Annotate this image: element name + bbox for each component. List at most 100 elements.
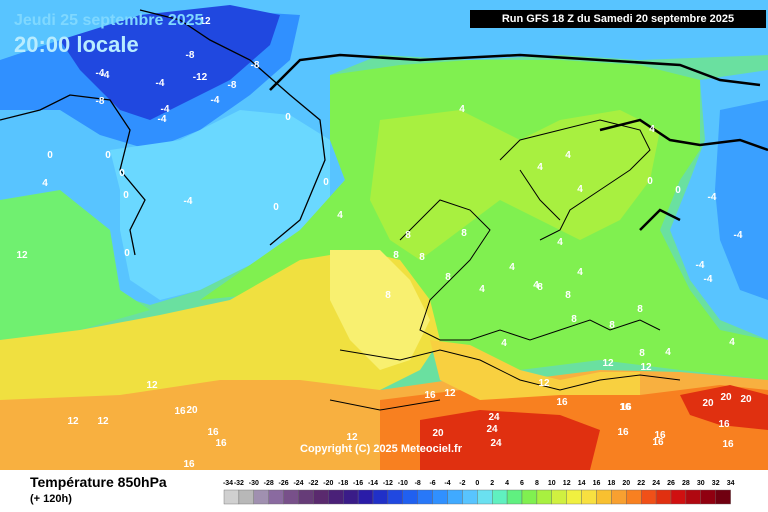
contour-label: 16 <box>617 427 629 438</box>
zone-cyan-atlantic <box>110 110 330 300</box>
contour-label: 0 <box>123 190 129 201</box>
legend-tick-label: 32 <box>712 480 720 487</box>
legend-swatch <box>313 489 329 505</box>
contour-label: -12 <box>193 72 208 83</box>
legend-swatch <box>655 489 672 505</box>
legend-tick-label: -12 <box>383 480 393 487</box>
contour-label: 16 <box>718 419 730 430</box>
legend-swatch <box>462 489 478 505</box>
contour-label: -8 <box>228 80 237 91</box>
temperature-map: 12 -8 -4 -8 -12 -4 -8 -4 -8 -4 -4 -4 0 0 0 4 0 0 -4 0 0 4 0 4 4 4… <box>0 0 768 470</box>
legend-swatch <box>372 489 389 505</box>
contour-label: 16 <box>424 390 436 401</box>
legend-tick-label: 12 <box>563 480 571 487</box>
contour-label: 0 <box>119 168 125 179</box>
contour-label: 24 <box>490 438 502 449</box>
contour-label: 8 <box>393 250 399 261</box>
legend-tick-label: 2 <box>490 480 494 487</box>
zone-lime-scandinavia <box>370 110 660 260</box>
legend-tick-label: 8 <box>535 480 539 487</box>
contour-label: 12 <box>640 362 652 373</box>
contour-label: 4 <box>665 347 671 358</box>
contour-label: -4 <box>734 230 743 241</box>
legend-tick-label: 26 <box>667 480 675 487</box>
legend-tick-label: -24 <box>293 480 303 487</box>
contour-label: 8 <box>461 228 467 239</box>
isotherm-thick <box>269 53 768 231</box>
legend-tick-label: -22 <box>308 480 318 487</box>
legend-tick-label: 34 <box>727 480 735 487</box>
contour-label: 4 <box>337 210 343 221</box>
legend-swatch <box>551 489 567 505</box>
contour-label: 8 <box>565 290 571 301</box>
contour-label: -4 <box>96 68 105 79</box>
legend-swatch <box>521 489 538 505</box>
legend-tick-label: -28 <box>264 480 274 487</box>
legend-tick-label: -10 <box>398 480 408 487</box>
contour-label: 8 <box>537 282 543 293</box>
contour-label: 24 <box>488 412 500 423</box>
legend-tick-label: 16 <box>593 480 601 487</box>
contour-label: 16 <box>654 430 666 441</box>
contour-label: 4 <box>533 280 539 291</box>
coastline-med <box>329 349 681 411</box>
legend-swatch <box>641 489 657 505</box>
legend-swatch <box>298 489 314 505</box>
contour-label: 20 <box>720 392 732 403</box>
contour-label: 8 <box>419 252 425 263</box>
contour-label: 20 <box>740 394 752 405</box>
contour-label: 8 <box>385 290 391 301</box>
contour-label: 4 <box>459 104 465 115</box>
legend-swatch <box>506 489 523 505</box>
contour-label: 12 <box>97 416 109 427</box>
contour-label: 12 <box>146 380 158 391</box>
legend-tick-label: -2 <box>459 480 465 487</box>
contour-label: 4 <box>729 337 735 348</box>
contour-label: 0 <box>273 202 279 213</box>
copyright: Copyright (C) 2025 Meteociel.fr <box>300 443 462 455</box>
legend-tick-label: 18 <box>608 480 616 487</box>
legend-tick-label: -6 <box>429 480 435 487</box>
legend-tick-label: -32 <box>234 480 244 487</box>
contour-label: 16 <box>215 438 227 449</box>
contour-label: 8 <box>609 320 615 331</box>
color-scale: -34 -32 -30 -28 -26 -24 -22 -20 -18 -16 -14 -12 -10-… <box>223 480 735 505</box>
legend-tick-label: -34 <box>223 480 233 487</box>
legend-tick-label: 22 <box>637 480 645 487</box>
legend-tick-label: 4 <box>505 480 509 487</box>
contour-label: 20 <box>186 405 198 416</box>
forecast-date: Jeudi 25 septembre 2025 <box>14 12 204 29</box>
zone-colder-east <box>715 100 768 300</box>
legend-tick-label: -4 <box>444 480 450 487</box>
contour-label: -8 <box>186 50 195 61</box>
legend-swatch <box>685 489 702 505</box>
contour-label: 16 <box>183 459 195 470</box>
legend-tick-label: -14 <box>368 480 378 487</box>
legend-swatch <box>670 489 687 505</box>
contour-label: -4 <box>156 78 165 89</box>
contour-label: 16 <box>619 402 631 413</box>
contour-label: 12 <box>538 378 550 389</box>
legend-tick-label: -26 <box>279 480 289 487</box>
contour-label: -4 <box>704 274 713 285</box>
contour-label: 16 <box>207 427 219 438</box>
forecast-time: 20:00 locale <box>14 32 139 57</box>
contour-label: 8 <box>571 314 577 325</box>
legend-swatch <box>626 489 642 505</box>
legend-swatch <box>387 489 403 505</box>
contour-label: 16 <box>722 439 734 450</box>
contour-label: 0 <box>647 176 653 187</box>
legend-tick-label: 10 <box>548 480 556 487</box>
contour-label: -4 <box>161 104 170 115</box>
legend-tick-label: 28 <box>682 480 690 487</box>
contour-label: 8 <box>639 348 645 359</box>
legend-swatch <box>417 489 433 505</box>
contour-label: 0 <box>47 150 53 161</box>
contour-label: -4 <box>708 192 717 203</box>
contour-label: -8 <box>251 60 260 71</box>
legend-tick-label: 14 <box>578 480 586 487</box>
legend-swatch <box>477 489 493 505</box>
legend-swatch <box>328 489 344 505</box>
zone-yellow-italy <box>430 340 640 400</box>
contour-label: 8 <box>637 304 643 315</box>
